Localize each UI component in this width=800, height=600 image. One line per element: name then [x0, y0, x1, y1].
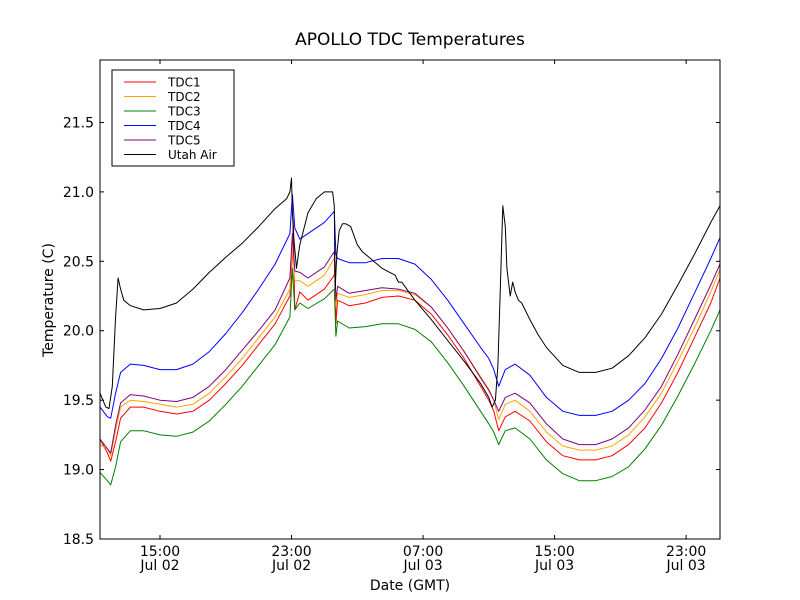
series-line-tdc2: [99, 244, 721, 457]
series-line-tdc3: [99, 267, 721, 486]
legend-label: TDC4: [167, 119, 201, 133]
x-tick-label-time: 23:00: [666, 544, 706, 560]
series-layer: [99, 177, 721, 486]
x-tick-label-time: 15:00: [140, 544, 180, 560]
x-tick-label-date: Jul 02: [139, 558, 179, 574]
series-line-utah-air: [99, 177, 721, 409]
legend-box: [111, 69, 235, 167]
x-tick-label-time: 15:00: [534, 544, 574, 560]
x-tick-label-time: 07:00: [403, 544, 443, 560]
chart-title: APOLLO TDC Temperatures: [295, 30, 525, 50]
series-line-tdc5: [99, 233, 721, 454]
legend-label: TDC5: [167, 134, 201, 148]
plot-frame: [99, 59, 721, 540]
y-tick-label: 21.0: [63, 185, 94, 201]
x-tick-label-date: Jul 02: [271, 558, 311, 574]
legend-label: TDC1: [167, 76, 201, 90]
y-axis-label: Temperature (C): [41, 243, 57, 358]
legend-label: TDC2: [167, 90, 201, 104]
y-tick-label: 19.0: [63, 463, 94, 479]
x-tick-label-time: 23:00: [271, 544, 311, 560]
series-line-tdc1: [99, 219, 721, 462]
x-tick-label-date: Jul 03: [402, 558, 442, 574]
y-tick-label: 20.5: [63, 254, 94, 270]
legend-label: Utah Air: [168, 148, 217, 162]
y-tick-label: 21.5: [63, 115, 94, 131]
x-tick-label-date: Jul 03: [534, 558, 574, 574]
series-line-tdc4: [99, 194, 721, 419]
y-tick-label: 18.5: [63, 532, 94, 548]
y-tick-label: 20.0: [63, 324, 94, 340]
x-tick-label-date: Jul 03: [666, 558, 706, 574]
y-tick-label: 19.5: [63, 393, 94, 409]
legend-label: TDC3: [167, 105, 201, 119]
x-axis-label: Date (GMT): [370, 578, 450, 594]
y-axis: 18.5 19.0 19.5 20.0 20.5 21.0 21.5: [63, 115, 720, 548]
